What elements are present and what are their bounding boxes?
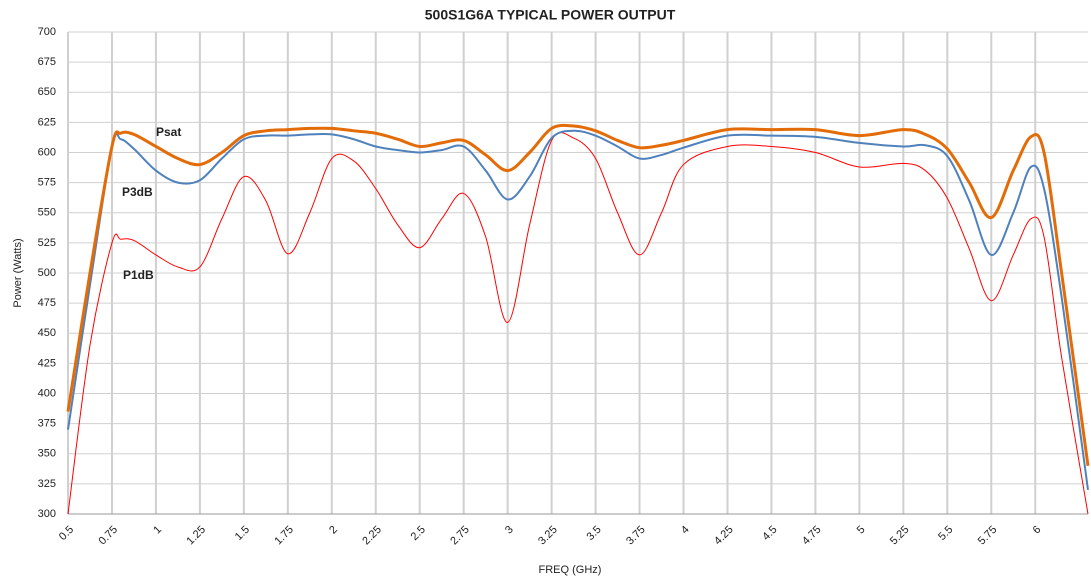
y-tick-label: 675 bbox=[38, 56, 56, 68]
x-tick-label: 4.5 bbox=[760, 524, 779, 543]
x-tick-label: 6 bbox=[1031, 524, 1044, 537]
x-tick-label: 4.75 bbox=[800, 524, 824, 548]
y-tick-label: 600 bbox=[38, 146, 56, 158]
series-line bbox=[66, 123, 1090, 467]
series-line bbox=[67, 132, 1089, 515]
y-tick-label: 325 bbox=[38, 478, 56, 490]
series-line bbox=[67, 129, 1089, 491]
x-tick-label: 1.75 bbox=[272, 524, 296, 548]
x-tick-label: 0.75 bbox=[97, 524, 121, 548]
x-tick-label: 4 bbox=[679, 524, 692, 537]
x-tick-label: 3.75 bbox=[624, 524, 648, 548]
y-axis-label: Power (Watts) bbox=[12, 238, 24, 307]
x-tick-label: 3 bbox=[503, 524, 516, 537]
x-tick-label: 2.25 bbox=[360, 524, 384, 548]
y-tick-label: 525 bbox=[38, 237, 56, 249]
x-tick-label: 1.5 bbox=[233, 524, 252, 543]
x-tick-label: 4.25 bbox=[712, 524, 736, 548]
y-tick-label: 300 bbox=[38, 508, 56, 520]
annotation: P3dB bbox=[122, 185, 153, 199]
y-tick-label: 575 bbox=[38, 177, 56, 189]
y-tick-label: 650 bbox=[38, 86, 56, 98]
x-tick-label: 5 bbox=[855, 524, 868, 537]
x-tick-label: 5.5 bbox=[936, 524, 955, 543]
y-tick-label: 425 bbox=[38, 357, 56, 369]
x-tick-label: 5.25 bbox=[888, 524, 912, 548]
x-tick-label: 5.75 bbox=[976, 524, 1000, 548]
y-tick-label: 450 bbox=[38, 327, 56, 339]
x-axis-label: FREQ (GHz) bbox=[539, 564, 602, 576]
y-tick-label: 400 bbox=[38, 387, 56, 399]
x-tick-label: 3.25 bbox=[536, 524, 560, 548]
y-tick-label: 475 bbox=[38, 297, 56, 309]
x-tick-label: 1.25 bbox=[184, 524, 208, 548]
chart-title: 500S1G6A TYPICAL POWER OUTPUT bbox=[425, 7, 676, 23]
x-tick-label: 3.5 bbox=[584, 524, 603, 543]
y-tick-label: 625 bbox=[38, 116, 56, 128]
x-tick-label: 2.5 bbox=[409, 524, 428, 543]
x-tick-label: 1 bbox=[151, 524, 164, 537]
y-tick-label: 550 bbox=[38, 207, 56, 219]
annotation: P1dB bbox=[123, 268, 154, 282]
y-tick-label: 350 bbox=[38, 448, 56, 460]
x-tick-label: 0.5 bbox=[57, 524, 76, 543]
y-tick-label: 500 bbox=[38, 267, 56, 279]
x-tick-label: 2 bbox=[327, 524, 340, 537]
x-tick-label: 2.75 bbox=[448, 524, 472, 548]
y-tick-label: 700 bbox=[38, 26, 56, 38]
y-tick-label: 375 bbox=[38, 418, 56, 430]
annotation: Psat bbox=[156, 125, 181, 139]
